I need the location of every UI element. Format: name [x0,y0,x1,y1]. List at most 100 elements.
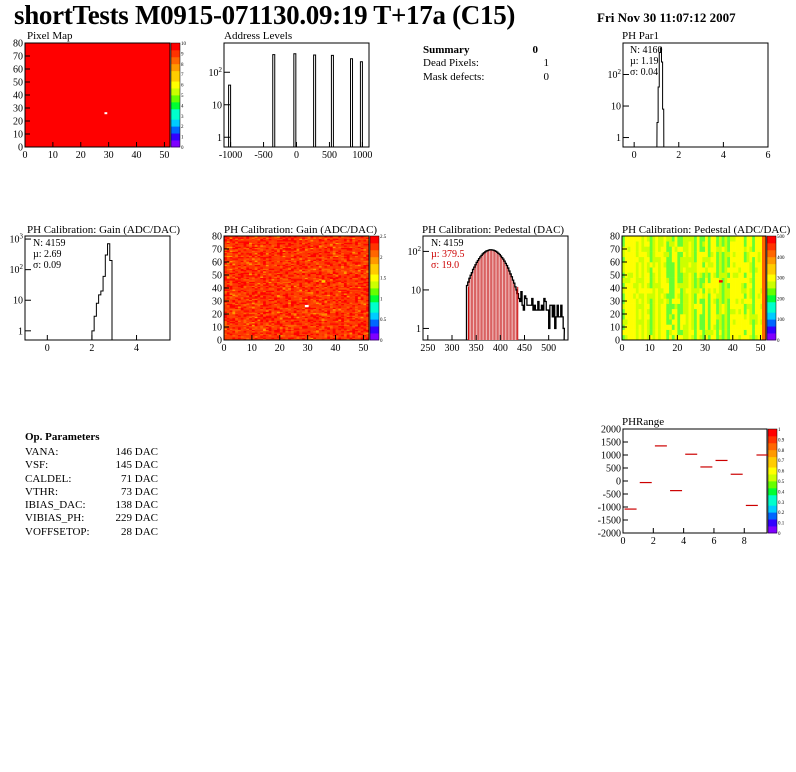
heatmap-cell [366,329,370,332]
heatmap-cell [285,299,289,302]
heatmap-cell [343,320,347,323]
heatmap-cell [663,241,667,247]
heatmap-cell [310,267,314,269]
heatmap-cell [366,325,370,328]
heatmap-cell [638,334,642,341]
heatmap-cell [282,284,286,286]
heatmap-cell [282,301,286,303]
heatmap-cell [327,271,331,273]
heatmap-cell [663,308,667,315]
heatmap-cell [321,327,325,329]
heatmap-cell [316,316,320,319]
heatmap-cell [363,298,367,300]
heatmap-cell [691,314,695,320]
heatmap-cell [240,288,244,290]
heatmap-cell [249,278,253,281]
heatmap-cell [349,289,353,291]
colorbar-segment [370,256,379,261]
heatmap-cell [274,264,278,267]
heatmap-cell [290,327,295,329]
heatmap-cell [352,245,356,247]
heatmap-cell [229,321,233,324]
heatmap-cell [355,290,359,293]
heatmap-cell [243,239,247,242]
heatmap-cell [341,252,345,255]
x-tick-label: 30 [104,150,114,161]
heatmap-cell [307,245,311,247]
colorbar-segment [370,315,379,320]
heatmap-cell [290,315,295,317]
heatmap-cell [224,284,228,286]
heatmap-cell [279,237,283,239]
heatmap-cell [343,315,347,317]
heatmap-cell [357,251,361,254]
heatmap-cell [335,327,339,329]
heatmap-cell [251,289,255,291]
heatmap-cell [263,277,267,280]
heatmap-cell [313,268,317,271]
heatmap-cell [321,337,325,339]
heatmap-cell [290,275,295,277]
heatmap-cell [257,302,261,304]
heatmap-cell [363,304,367,307]
heatmap-cell [254,299,258,302]
heatmap-cell [327,302,331,304]
heatmap-cell [299,249,303,251]
heatmap-cell [257,297,261,299]
heatmap-cell [352,310,356,312]
heatmap-cell [290,272,295,274]
heatmap-cell [251,299,255,302]
heatmap-cell [329,281,334,284]
heatmap-cell [271,280,275,282]
heatmap-cell [343,294,347,297]
heatmap-cell [276,237,281,239]
heatmap-cell [324,264,328,267]
heatmap-cell [666,314,670,320]
heatmap-cell [655,267,659,273]
heatmap-cell [263,247,267,250]
heatmap-cell [338,323,342,325]
heatmap-cell [332,280,336,282]
heatmap-cell [274,295,278,298]
heatmap-cell [276,314,281,316]
heatmap-cell [355,254,359,256]
heatmap-cell [290,325,295,328]
heatmap-cell [274,258,278,260]
heatmap-cell [329,307,334,310]
heatmap-cell [274,310,278,312]
heatmap-cell [644,314,648,320]
heatmap-cell [260,258,264,260]
heatmap-cell [265,317,269,320]
x-tick-label: 6 [766,150,771,161]
heatmap-cell [329,310,334,312]
heatmap-cell [366,246,370,248]
heatmap-cell [265,251,269,254]
heatmap-cell [343,317,347,320]
heatmap-cell [327,237,331,239]
heatmap-cell [338,310,342,312]
heatmap-cell [332,290,336,293]
heatmap-cell [635,256,639,263]
heatmap-cell [304,289,308,291]
heatmap-cell [290,316,295,319]
heatmap-cell [338,250,342,252]
heatmap-cell [332,291,336,294]
heatmap-cell [674,267,678,273]
heatmap-cell [279,323,283,325]
heatmap-cell [285,310,289,312]
heatmap-cell [293,280,297,282]
heatmap-cell [274,243,278,246]
heatmap-cell [644,236,648,242]
heatmap-cell [332,250,336,252]
heatmap-cell [235,250,239,252]
heatmap-cell [329,254,334,256]
y-tick-label: 0 [18,143,23,154]
heatmap-cell [290,297,295,299]
heatmap-cell [254,329,258,332]
heatmap-cell [649,314,653,320]
heatmap-cell [243,333,247,336]
heatmap-cell [251,316,255,319]
heatmap-cell [235,334,239,337]
heatmap-cell [655,329,659,336]
